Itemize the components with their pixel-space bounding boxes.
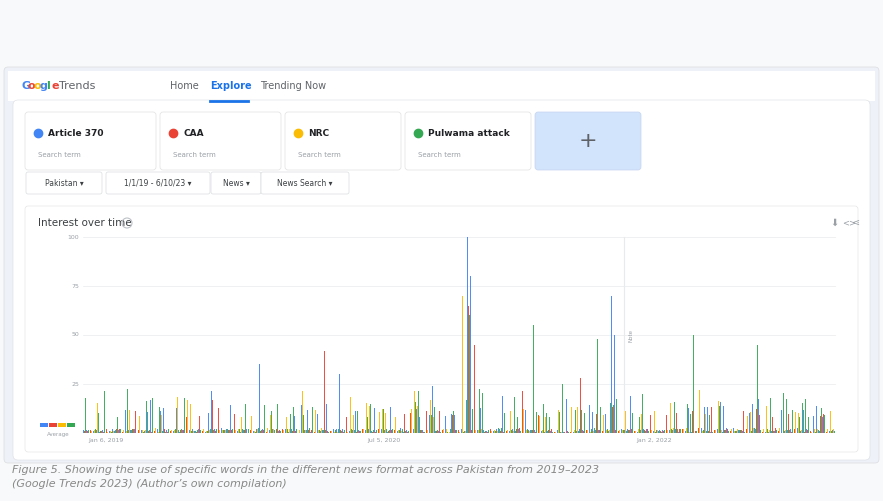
Text: ?: ? xyxy=(125,220,128,225)
Text: ⬇: ⬇ xyxy=(830,218,838,228)
FancyBboxPatch shape xyxy=(25,112,156,170)
FancyBboxPatch shape xyxy=(405,112,531,170)
FancyBboxPatch shape xyxy=(535,112,641,170)
Text: Explore: Explore xyxy=(210,81,252,91)
Bar xyxy=(8,71,875,101)
Text: Jan 2, 2022: Jan 2, 2022 xyxy=(637,438,672,443)
Text: Pulwama attack: Pulwama attack xyxy=(428,128,509,137)
FancyBboxPatch shape xyxy=(13,100,870,460)
Text: NRC: NRC xyxy=(308,128,329,137)
FancyBboxPatch shape xyxy=(211,172,261,194)
Text: <>: <> xyxy=(842,218,856,227)
FancyBboxPatch shape xyxy=(26,172,102,194)
Text: Figure 5. Showing the use of specific words in the different news format across : Figure 5. Showing the use of specific wo… xyxy=(12,465,600,475)
Text: g: g xyxy=(40,81,48,91)
Text: Article 370: Article 370 xyxy=(48,128,103,137)
Text: Trending Now: Trending Now xyxy=(260,81,326,91)
Text: Jul 5, 2020: Jul 5, 2020 xyxy=(367,438,400,443)
Text: Search term: Search term xyxy=(38,152,80,158)
Text: Average: Average xyxy=(47,432,69,437)
Text: (Google Trends 2023) (Author’s own compilation): (Google Trends 2023) (Author’s own compi… xyxy=(12,479,287,489)
Text: 25: 25 xyxy=(72,381,79,386)
Bar xyxy=(49,423,57,427)
Text: Search term: Search term xyxy=(418,152,461,158)
Text: 100: 100 xyxy=(67,234,79,239)
Text: o: o xyxy=(28,81,35,91)
Text: l: l xyxy=(46,81,49,91)
Text: News Search ▾: News Search ▾ xyxy=(277,178,333,187)
Text: Jan 6, 2019: Jan 6, 2019 xyxy=(88,438,124,443)
Text: Trends: Trends xyxy=(59,81,95,91)
FancyBboxPatch shape xyxy=(25,206,858,452)
Text: News ▾: News ▾ xyxy=(223,178,249,187)
Text: +: + xyxy=(578,131,597,151)
Bar xyxy=(58,423,66,427)
Text: 50: 50 xyxy=(72,333,79,338)
FancyBboxPatch shape xyxy=(285,112,401,170)
Text: e: e xyxy=(52,81,59,91)
Text: Search term: Search term xyxy=(298,152,341,158)
Text: G: G xyxy=(22,81,31,91)
Text: Note: Note xyxy=(629,329,633,342)
FancyBboxPatch shape xyxy=(4,67,879,463)
Text: CAA: CAA xyxy=(183,128,204,137)
Text: Pakistan ▾: Pakistan ▾ xyxy=(45,178,83,187)
Text: 1/1/19 - 6/10/23 ▾: 1/1/19 - 6/10/23 ▾ xyxy=(125,178,192,187)
Text: Interest over time: Interest over time xyxy=(38,218,132,228)
Bar xyxy=(67,423,75,427)
Bar xyxy=(40,423,48,427)
Text: Search term: Search term xyxy=(173,152,215,158)
Text: ⋖: ⋖ xyxy=(852,218,860,228)
Text: Home: Home xyxy=(170,81,199,91)
FancyBboxPatch shape xyxy=(106,172,210,194)
FancyBboxPatch shape xyxy=(261,172,349,194)
Text: o: o xyxy=(34,81,42,91)
Text: 75: 75 xyxy=(72,284,79,289)
FancyBboxPatch shape xyxy=(160,112,281,170)
